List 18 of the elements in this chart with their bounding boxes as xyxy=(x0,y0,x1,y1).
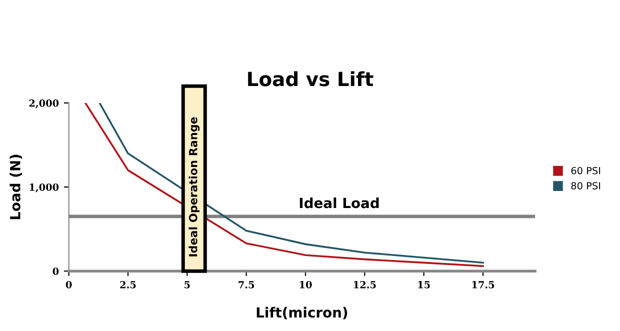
y-tick-label: 1,000 xyxy=(30,183,59,192)
legend-label: 80 PSI xyxy=(571,182,600,190)
legend-label: 60 PSI xyxy=(571,166,600,174)
x-tick-label: 17.5 xyxy=(472,280,494,288)
band-label: Ideal Operation Range xyxy=(188,117,200,256)
x-tick-label: 15 xyxy=(418,280,430,288)
y-axis-title: Load (N) xyxy=(10,154,22,220)
ref-line-label: Ideal Load xyxy=(300,197,379,208)
y-tick-label: 2,000 xyxy=(29,99,59,108)
x-tick-label: 10 xyxy=(300,280,312,288)
x-tick-label: 0 xyxy=(66,280,72,288)
x-tick-label: 2.5 xyxy=(120,280,136,288)
chart-title: Load vs Lift xyxy=(248,71,374,86)
x-tick-label: 7.5 xyxy=(238,281,254,288)
x-axis-title: Lift(micron) xyxy=(256,306,348,320)
x-tick-label: 12.5 xyxy=(354,280,376,288)
x-tick-label: 5 xyxy=(184,281,190,288)
y-tick-label: 0 xyxy=(52,268,59,275)
